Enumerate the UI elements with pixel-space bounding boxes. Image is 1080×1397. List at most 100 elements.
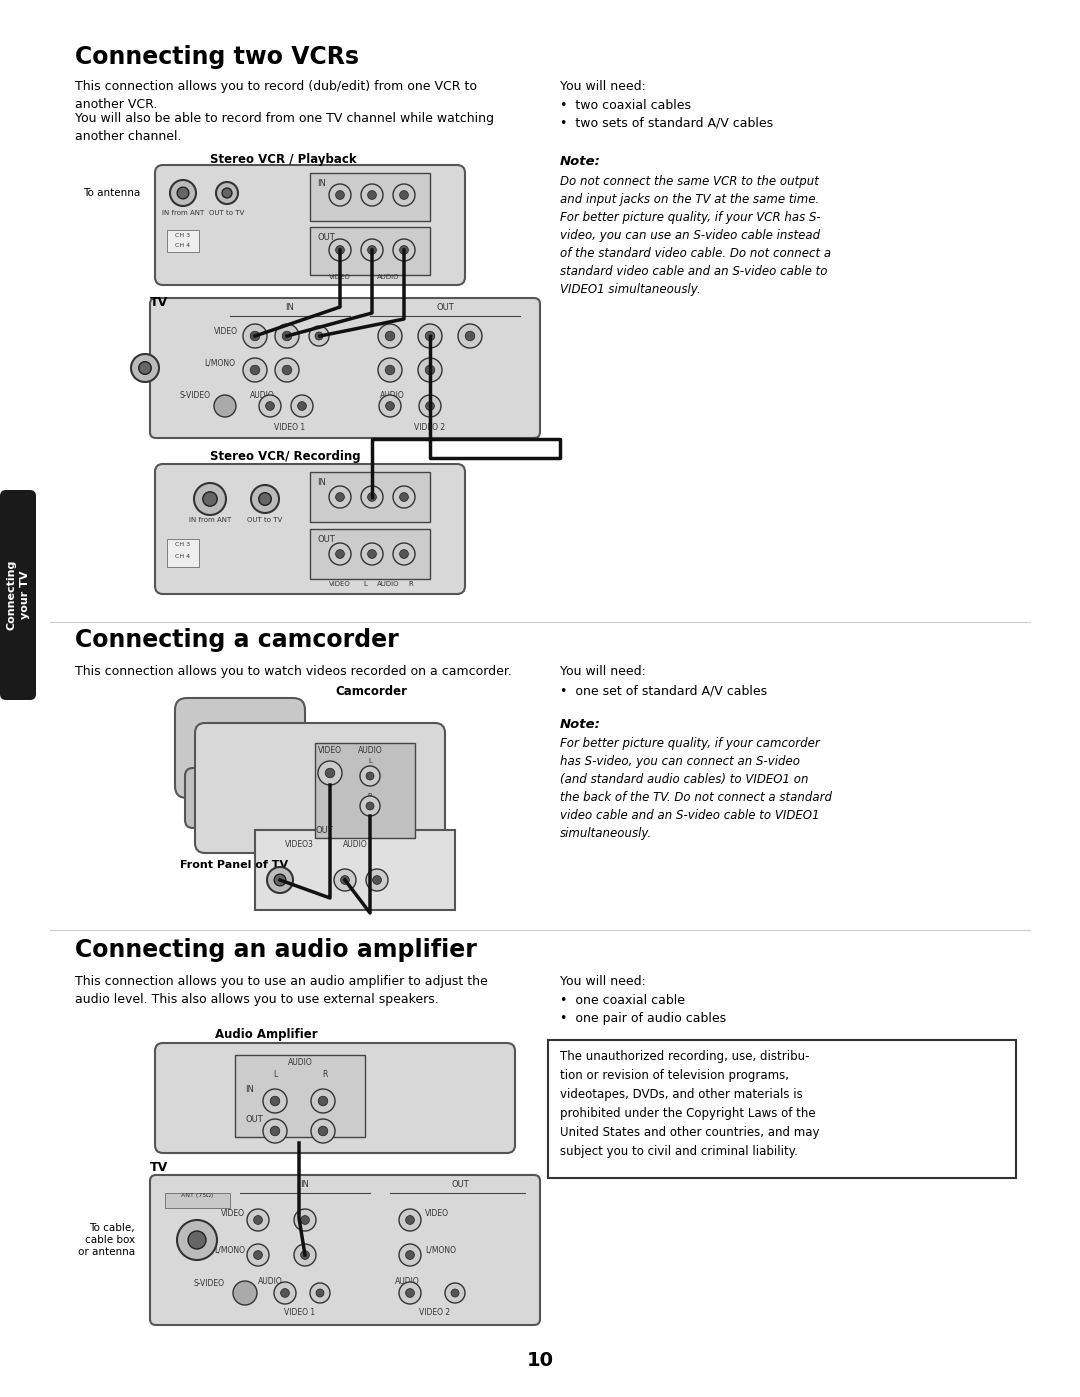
Circle shape [282, 365, 292, 374]
Circle shape [294, 1208, 316, 1231]
Circle shape [275, 324, 299, 348]
Circle shape [311, 1119, 335, 1143]
Bar [548, 1039, 1016, 1178]
Circle shape [361, 486, 383, 509]
Text: OUT to TV: OUT to TV [210, 210, 245, 217]
Circle shape [243, 358, 267, 381]
Circle shape [329, 184, 351, 205]
Text: CH 4: CH 4 [175, 243, 190, 249]
Text: IN: IN [245, 1085, 254, 1094]
Circle shape [266, 401, 274, 411]
Circle shape [361, 184, 383, 205]
Text: L/MONO: L/MONO [426, 1246, 456, 1255]
Circle shape [400, 493, 408, 502]
Circle shape [451, 1289, 459, 1296]
FancyBboxPatch shape [175, 698, 305, 798]
Circle shape [378, 358, 402, 381]
Circle shape [274, 1282, 296, 1303]
Circle shape [318, 761, 342, 785]
Text: Front Panel of TV: Front Panel of TV [180, 861, 288, 870]
Text: VIDEO 2: VIDEO 2 [419, 1308, 450, 1317]
Text: AUDIO: AUDIO [249, 391, 274, 400]
Circle shape [367, 493, 377, 502]
FancyBboxPatch shape [185, 768, 285, 828]
Text: IN from ANT: IN from ANT [162, 210, 204, 217]
Text: 10: 10 [527, 1351, 554, 1370]
Circle shape [203, 492, 217, 506]
Text: CH 3: CH 3 [175, 233, 190, 237]
Text: VIDEO: VIDEO [214, 327, 238, 335]
FancyBboxPatch shape [195, 724, 445, 854]
Circle shape [274, 875, 286, 886]
Text: You will need:: You will need: [561, 665, 646, 678]
Circle shape [329, 486, 351, 509]
Circle shape [366, 869, 388, 891]
Text: •  two sets of standard A/V cables: • two sets of standard A/V cables [561, 117, 773, 130]
Circle shape [170, 180, 195, 205]
Circle shape [247, 1208, 269, 1231]
Circle shape [393, 543, 415, 564]
Text: OUT: OUT [451, 1180, 469, 1189]
Text: Stereo VCR/ Recording: Stereo VCR/ Recording [210, 450, 361, 462]
Circle shape [222, 189, 232, 198]
Text: •  one coaxial cable: • one coaxial cable [561, 995, 685, 1007]
Circle shape [399, 1282, 421, 1303]
Text: Audio Amplifier: Audio Amplifier [215, 1028, 318, 1041]
Text: AUDIO: AUDIO [377, 581, 400, 587]
Circle shape [400, 549, 408, 559]
Circle shape [400, 246, 408, 254]
FancyBboxPatch shape [150, 298, 540, 439]
Text: Note:: Note: [561, 718, 600, 731]
Text: AUDIO: AUDIO [377, 274, 400, 279]
Circle shape [311, 1090, 335, 1113]
Circle shape [360, 796, 380, 816]
Circle shape [270, 1126, 280, 1136]
Circle shape [334, 869, 356, 891]
Circle shape [419, 395, 441, 416]
Text: You will also be able to record from one TV channel while watching
another chann: You will also be able to record from one… [75, 112, 494, 142]
Text: AUDIO: AUDIO [380, 391, 405, 400]
Circle shape [270, 1097, 280, 1106]
Circle shape [379, 395, 401, 416]
Text: AUDIO: AUDIO [258, 1277, 283, 1287]
Circle shape [251, 331, 260, 341]
Circle shape [426, 365, 435, 374]
Bar [315, 743, 415, 838]
Circle shape [325, 768, 335, 778]
Text: L: L [368, 759, 372, 764]
Circle shape [316, 1289, 324, 1296]
Text: •  one set of standard A/V cables: • one set of standard A/V cables [561, 685, 767, 697]
Text: Stereo VCR / Playback: Stereo VCR / Playback [210, 154, 356, 166]
Text: OUT: OUT [318, 535, 335, 543]
Circle shape [264, 1090, 287, 1113]
Text: L/MONO: L/MONO [204, 359, 235, 367]
Circle shape [399, 1208, 421, 1231]
Text: This connection allows you to watch videos recorded on a camcorder.: This connection allows you to watch vide… [75, 665, 512, 678]
Circle shape [360, 766, 380, 787]
Circle shape [373, 876, 381, 884]
Circle shape [254, 1250, 262, 1260]
Text: Camcorder: Camcorder [335, 685, 407, 698]
Circle shape [243, 324, 267, 348]
Bar [167, 539, 199, 567]
Circle shape [393, 239, 415, 261]
Circle shape [194, 483, 226, 515]
Text: Connecting
your TV: Connecting your TV [6, 560, 29, 630]
Text: IN: IN [318, 179, 326, 189]
Text: L: L [273, 1070, 278, 1078]
Circle shape [367, 190, 377, 200]
Circle shape [336, 493, 345, 502]
FancyBboxPatch shape [150, 1175, 540, 1324]
Text: VIDEO: VIDEO [221, 1208, 245, 1218]
Circle shape [294, 1243, 316, 1266]
Circle shape [336, 190, 345, 200]
Circle shape [319, 1097, 328, 1106]
Text: ANT (75Ω): ANT (75Ω) [180, 1193, 213, 1199]
Circle shape [367, 549, 377, 559]
Circle shape [188, 1231, 206, 1249]
Circle shape [386, 331, 395, 341]
Text: IN: IN [300, 1180, 310, 1189]
Text: This connection allows you to use an audio amplifier to adjust the
audio level. : This connection allows you to use an aud… [75, 975, 488, 1006]
Circle shape [291, 395, 313, 416]
Circle shape [340, 876, 350, 884]
